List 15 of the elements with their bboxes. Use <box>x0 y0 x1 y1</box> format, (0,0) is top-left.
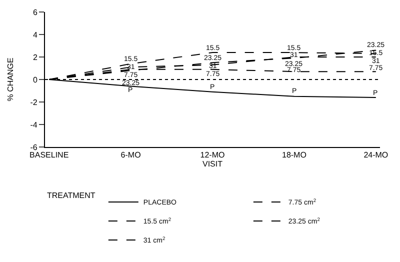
y-axis-title: % CHANGE <box>6 58 15 102</box>
y-tick-label: 6 <box>32 8 38 17</box>
legend-title: TREATMENT <box>47 190 96 200</box>
y-tick-label: 4 <box>32 30 38 40</box>
x-tick-label: BASELINE <box>30 150 69 160</box>
x-tick-label: 18-MO <box>282 150 306 160</box>
x-tick-label: 24-MO <box>364 150 388 160</box>
y-tick-label: -4 <box>30 120 38 130</box>
x-tick-label: 6-MO <box>120 150 141 160</box>
x-axis-title: VISIT <box>202 160 223 169</box>
y-tick-label: -6 <box>30 142 38 152</box>
y-tick-label: 0 <box>32 75 38 84</box>
x-tick-label: 12-MO <box>200 150 225 160</box>
y-tick-label: -2 <box>30 98 38 107</box>
y-tick-label: 2 <box>32 52 38 62</box>
